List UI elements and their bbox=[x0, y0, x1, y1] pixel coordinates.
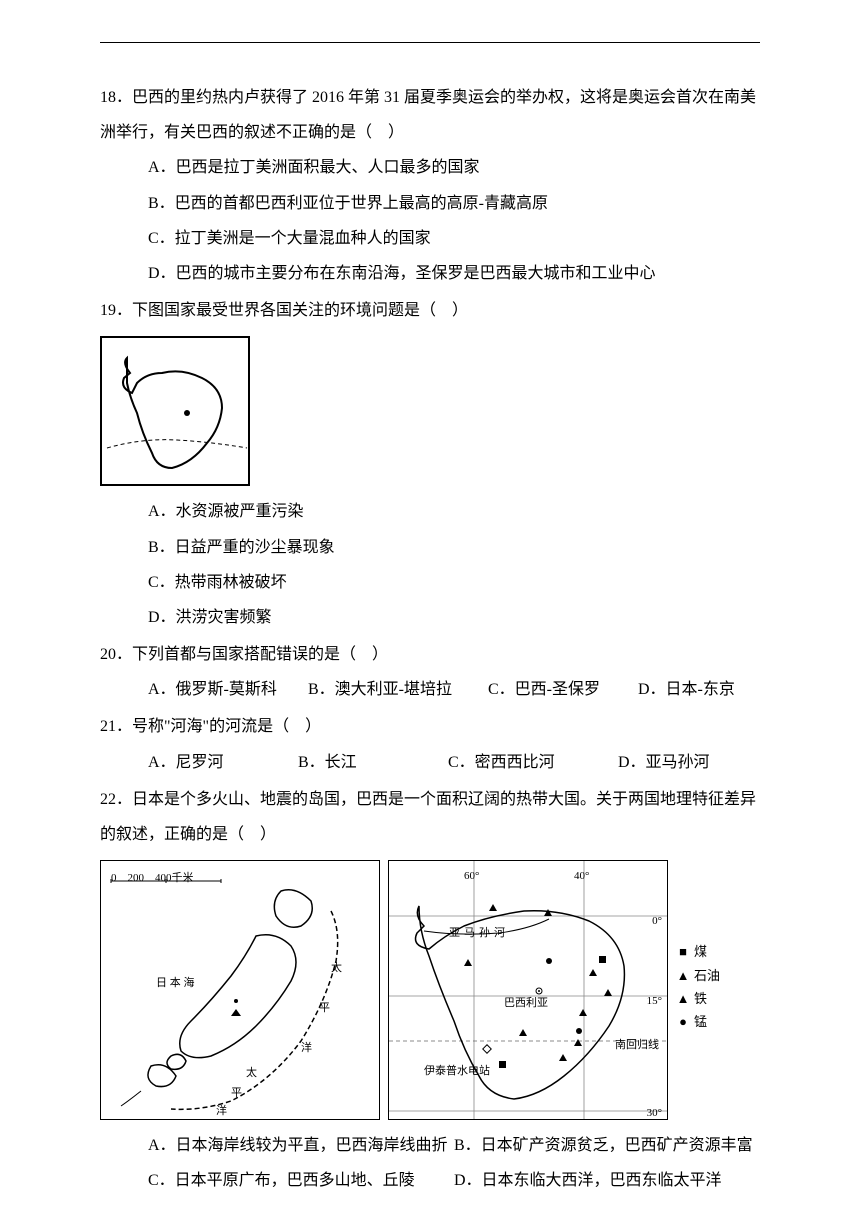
mn-icon: ● bbox=[676, 1010, 690, 1033]
q22-opt-c: C．日本平原广布，巴西多山地、丘陵 bbox=[148, 1163, 454, 1198]
q19-stem: 19．下图国家最受世界各国关注的环境问题是（ ） bbox=[100, 293, 760, 328]
q21-opt-d: D．亚马孙河 bbox=[618, 745, 758, 780]
coal-icon: ■ bbox=[676, 940, 690, 963]
capital-label: 巴西利亚 bbox=[504, 991, 548, 1015]
lon-60: 60° bbox=[464, 864, 479, 888]
q21-options: A．尼罗河 B．长江 C．密西西比河 D．亚马孙河 bbox=[100, 745, 760, 780]
q22-maps: 0 200 400千米 日 本 海 太 平 bbox=[100, 860, 760, 1120]
q19-brazil-map bbox=[100, 336, 250, 486]
q18-opt-d: D．巴西的城市主要分布在东南沿海，圣保罗是巴西最大城市和工业中心 bbox=[148, 256, 760, 291]
q20-opt-d: D．日本-东京 bbox=[638, 672, 758, 707]
q19-opt-d: D．洪涝灾害频繁 bbox=[148, 600, 760, 635]
q19-options: A．水资源被严重污染 B．日益严重的沙尘暴现象 C．热带雨林被破坏 D．洪涝灾害… bbox=[100, 494, 760, 635]
label-pacific-2b: 平 bbox=[231, 1081, 242, 1105]
q21-opt-c: C．密西西比河 bbox=[448, 745, 618, 780]
q20-opt-b: B．澳大利亚-堪培拉 bbox=[308, 672, 488, 707]
page-content: 18．巴西的里约热内卢获得了 2016 年第 31 届夏季奥运会的举办权，这将是… bbox=[100, 80, 760, 1199]
label-pacific-3b: 洋 bbox=[216, 1099, 227, 1123]
q21-opt-a: A．尼罗河 bbox=[148, 745, 298, 780]
q18-opt-c: C．拉丁美洲是一个大量混血种人的国家 bbox=[148, 221, 760, 256]
lon-40: 40° bbox=[574, 864, 589, 888]
q20-stem: 20．下列首都与国家搭配错误的是（ ） bbox=[100, 637, 760, 672]
lat-15: 15° bbox=[647, 989, 662, 1013]
legend-oil: ▲石油 bbox=[676, 964, 736, 987]
q18-opt-a: A．巴西是拉丁美洲面积最大、人口最多的国家 bbox=[148, 150, 760, 185]
q19-opt-b: B．日益严重的沙尘暴现象 bbox=[148, 530, 760, 565]
map-legend: ■煤 ▲石油 ▲铁 ●锰 bbox=[676, 860, 736, 1120]
label-pacific-2: 平 bbox=[319, 996, 330, 1020]
dam-label: 伊泰普水电站 bbox=[424, 1059, 490, 1083]
q22-opt-a: A．日本海岸线较为平直，巴西海岸线曲折 bbox=[148, 1128, 454, 1163]
iron-icon: ▲ bbox=[676, 987, 690, 1010]
q22-options: A．日本海岸线较为平直，巴西海岸线曲折 B．日本矿产资源贫乏，巴西矿产资源丰富 … bbox=[100, 1128, 760, 1198]
lat-30: 30° bbox=[647, 1101, 662, 1125]
question-22: 22．日本是个多火山、地震的岛国，巴西是一个面积辽阔的热带大国。关于两国地理特征… bbox=[100, 782, 760, 1199]
brazil-map: 60° 40° 0° 15° 30° 南回归线 亚马孙河 巴西利亚 伊泰普水电站 bbox=[388, 860, 668, 1120]
q20-opt-a: A．俄罗斯-莫斯科 bbox=[148, 672, 308, 707]
legend-iron: ▲铁 bbox=[676, 987, 736, 1010]
brazil-outline-svg bbox=[102, 338, 248, 484]
question-20: 20．下列首都与国家搭配错误的是（ ） A．俄罗斯-莫斯科 B．澳大利亚-堪培拉… bbox=[100, 637, 760, 707]
q21-stem: 21．号称"河海"的河流是（ ） bbox=[100, 709, 760, 744]
lat-0: 0° bbox=[652, 909, 662, 933]
river-label: 亚马孙河 bbox=[449, 921, 509, 945]
q19-opt-c: C．热带雨林被破坏 bbox=[148, 565, 760, 600]
q20-options: A．俄罗斯-莫斯科 B．澳大利亚-堪培拉 C．巴西-圣保罗 D．日本-东京 bbox=[100, 672, 760, 707]
oil-icon: ▲ bbox=[676, 964, 690, 987]
question-21: 21．号称"河海"的河流是（ ） A．尼罗河 B．长江 C．密西西比河 D．亚马… bbox=[100, 709, 760, 779]
legend-mn: ●锰 bbox=[676, 1010, 736, 1033]
tropic-label: 南回归线 bbox=[615, 1033, 659, 1057]
q21-opt-b: B．长江 bbox=[298, 745, 448, 780]
legend-coal: ■煤 bbox=[676, 940, 736, 963]
question-19: 19．下图国家最受世界各国关注的环境问题是（ ） A．水资源被严重污染 B．日益… bbox=[100, 293, 760, 635]
q18-stem: 18．巴西的里约热内卢获得了 2016 年第 31 届夏季奥运会的举办权，这将是… bbox=[100, 80, 760, 150]
q22-opt-b: B．日本矿产资源贫乏，巴西矿产资源丰富 bbox=[454, 1128, 760, 1163]
q18-opt-b: B．巴西的首都巴西利亚位于世界上最高的高原-青藏高原 bbox=[148, 186, 760, 221]
q18-options: A．巴西是拉丁美洲面积最大、人口最多的国家 B．巴西的首都巴西利亚位于世界上最高… bbox=[100, 150, 760, 291]
question-18: 18．巴西的里约热内卢获得了 2016 年第 31 届夏季奥运会的举办权，这将是… bbox=[100, 80, 760, 291]
label-sea-japan: 日 本 海 bbox=[156, 971, 195, 995]
label-pacific-1: 太 bbox=[331, 956, 342, 980]
label-pacific-1b: 太 bbox=[246, 1061, 257, 1085]
japan-scale: 0 200 400千米 bbox=[111, 866, 194, 890]
q19-opt-a: A．水资源被严重污染 bbox=[148, 494, 760, 529]
page-top-rule bbox=[100, 42, 760, 43]
japan-map: 0 200 400千米 日 本 海 太 平 bbox=[100, 860, 380, 1120]
q22-stem: 22．日本是个多火山、地震的岛国，巴西是一个面积辽阔的热带大国。关于两国地理特征… bbox=[100, 782, 760, 852]
label-pacific-3: 洋 bbox=[301, 1036, 312, 1060]
q20-opt-c: C．巴西-圣保罗 bbox=[488, 672, 638, 707]
q22-opt-d: D．日本东临大西洋，巴西东临太平洋 bbox=[454, 1163, 760, 1198]
